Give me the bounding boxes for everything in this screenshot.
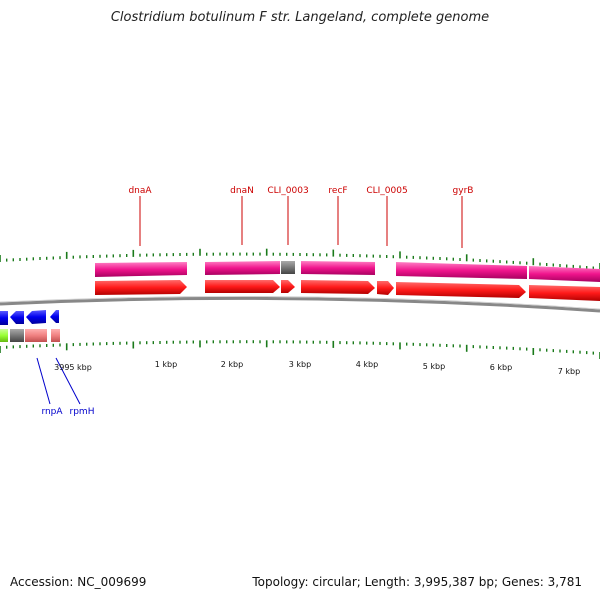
label-dnaA[interactable]: dnaA — [128, 186, 152, 196]
scale-label-5kbp: 5 kbp — [423, 362, 445, 371]
gene-dnaN[interactable] — [205, 280, 280, 293]
cds-CLI_0003[interactable] — [281, 261, 295, 274]
rev-green-feature[interactable] — [0, 329, 8, 342]
rev-gene-1[interactable] — [0, 311, 8, 325]
leader-rpmH — [55, 357, 81, 405]
genome-summary-text: Topology: circular; Length: 3,995,387 bp… — [252, 575, 582, 589]
rev-gene-2[interactable] — [10, 311, 24, 324]
forward-cds-row — [95, 261, 600, 282]
label-gyrB[interactable]: gyrB — [453, 186, 474, 196]
scale-label-4kbp: 4 kbp — [356, 360, 378, 369]
rev-pseudo-feature[interactable] — [10, 329, 24, 342]
reverse-feature-row — [0, 310, 60, 342]
rev-gene-4[interactable] — [50, 310, 59, 323]
forward-gene-row — [95, 280, 600, 301]
scale-label-3kbp: 3 kbp — [289, 360, 311, 369]
label-CLI_0005[interactable]: CLI_0005 — [366, 186, 407, 196]
cds-next[interactable] — [529, 266, 600, 282]
rev-feature-rnpA[interactable] — [25, 329, 47, 342]
label-CLI_0003[interactable]: CLI_0003 — [267, 186, 308, 196]
gene-CLI_0005[interactable] — [377, 281, 394, 295]
rev-feature-rpmH[interactable] — [51, 329, 60, 342]
label-dnaN[interactable]: dnaN — [230, 186, 254, 196]
label-recF[interactable]: recF — [328, 186, 347, 196]
gene-gyrB[interactable] — [396, 282, 526, 298]
genome-backbone-highlight — [0, 296, 600, 310]
scale-label-1kbp: 1 kbp — [155, 360, 177, 369]
scale-label-7kbp: 7 kbp — [558, 367, 580, 376]
gene-CLI_0003[interactable] — [281, 280, 295, 293]
scale-label-2kbp: 2 kbp — [221, 360, 243, 369]
gene-dnaA[interactable] — [95, 280, 187, 295]
accession-text: Accession: NC_009699 — [10, 575, 147, 589]
gene-recF[interactable] — [301, 280, 375, 294]
forward-gene-labels: dnaA dnaN CLI_0003 recF CLI_0005 gyrB — [128, 186, 473, 248]
label-rpmH[interactable]: rpmH — [70, 407, 95, 417]
genome-backbone — [0, 296, 600, 313]
label-rnpA[interactable]: rnpA — [41, 407, 63, 417]
tick-marks-top — [0, 248, 600, 270]
rev-gene-3[interactable] — [26, 310, 46, 324]
reverse-gene-labels: rnpA rpmH — [36, 357, 95, 417]
scale-label-6kbp: 6 kbp — [490, 363, 512, 372]
cds-recF[interactable] — [301, 261, 375, 275]
cds-dnaN[interactable] — [205, 261, 280, 275]
map-title: Clostridium botulinum F str. Langeland, … — [110, 10, 490, 25]
cds-gyrB[interactable] — [396, 262, 527, 279]
scale-label-origin: 3995 kbp — [54, 363, 92, 372]
cds-dnaA[interactable] — [95, 262, 187, 277]
gene-next[interactable] — [529, 285, 600, 301]
scale-labels: 3995 kbp 1 kbp 2 kbp 3 kbp 4 kbp 5 kbp 6… — [54, 360, 580, 376]
tick-marks-bottom — [0, 340, 600, 359]
leader-rnpA — [36, 357, 51, 405]
